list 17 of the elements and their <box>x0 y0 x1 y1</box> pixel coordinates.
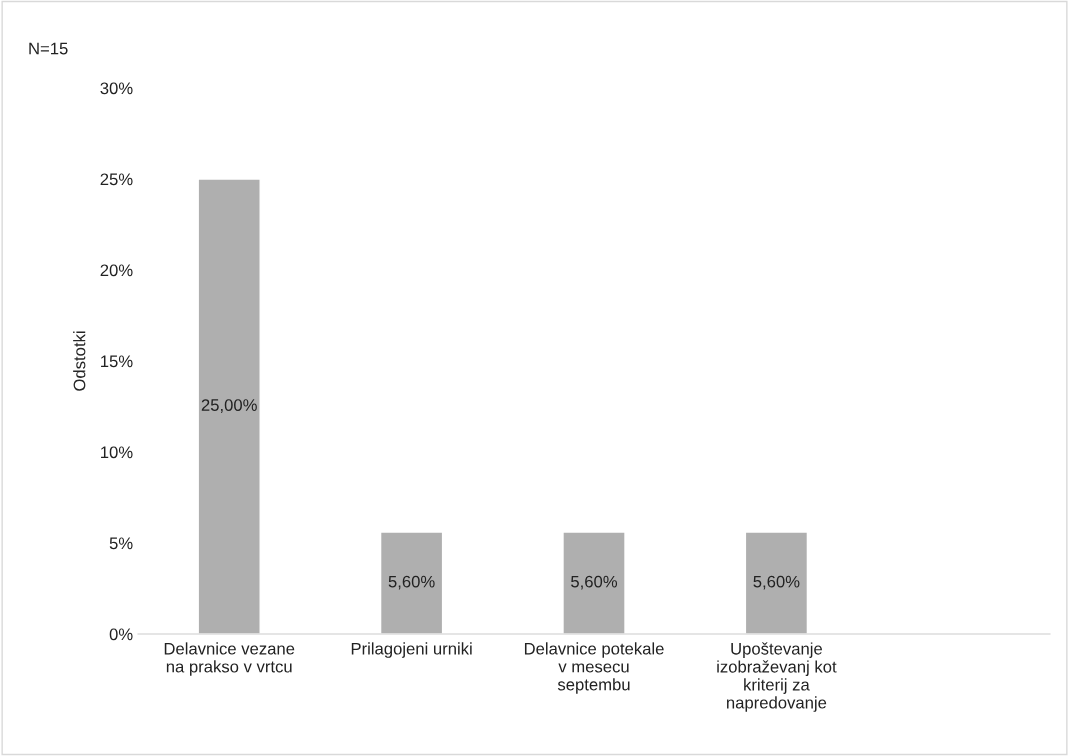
y-axis-title: Odstotki <box>73 331 86 391</box>
data-label: 5,60% <box>388 575 435 590</box>
y-tick-label: 0% <box>109 628 133 641</box>
x-tick-label: Delavnice vezane na prakso v vrtcu <box>164 642 295 676</box>
x-tick-label: Delavnice potekale v mesecu septembu <box>524 642 664 694</box>
x-tick-label: Prilagojeni urniki <box>351 642 472 658</box>
y-tick-label: 20% <box>100 264 133 277</box>
text: N=15 <box>29 42 68 55</box>
data-label: 5,60% <box>571 575 618 590</box>
data-label: 25,00% <box>201 399 257 413</box>
data-label: 5,60% <box>753 575 800 590</box>
y-tick-label: 30% <box>100 82 133 95</box>
y-tick-label: 15% <box>101 355 133 368</box>
y-tick-label: 5% <box>109 537 133 550</box>
y-tick-label: 10% <box>101 446 133 459</box>
x-tick-label: Upoštevanje izobraževanj kot kriterij za napredovanje <box>717 642 837 712</box>
y-tick-label: 25% <box>100 173 133 186</box>
